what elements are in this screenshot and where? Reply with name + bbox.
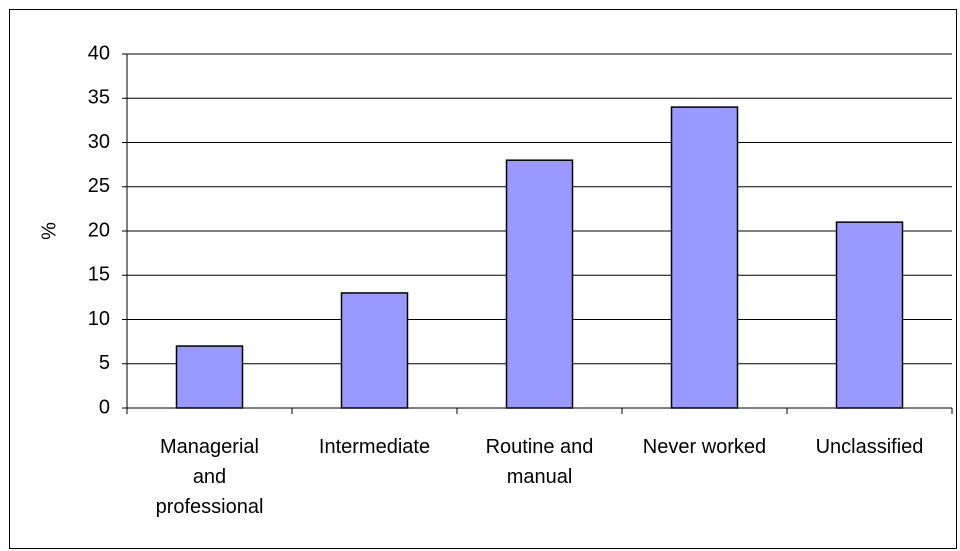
y-tick-label: 20 [88, 219, 110, 241]
y-axis-label: % [38, 222, 60, 240]
bar [835, 221, 904, 409]
bar [340, 292, 409, 409]
y-tick-label: 15 [88, 264, 110, 286]
y-tick-label: 10 [88, 308, 110, 330]
bar [505, 159, 574, 409]
y-tick-label: 40 [88, 42, 110, 64]
x-tick-label: Never worked [642, 436, 767, 458]
chart-frame [9, 9, 957, 549]
bar [670, 106, 739, 409]
y-tick-label: 30 [88, 131, 110, 153]
y-tick-label: 35 [88, 87, 110, 109]
y-tick-label: 0 [99, 396, 110, 418]
x-tick-label: Managerial and professional [155, 436, 264, 518]
x-tick-label: Routine and manual [485, 436, 594, 488]
y-tick-label: 5 [99, 352, 110, 374]
x-tick-label: Unclassified [815, 436, 924, 458]
x-tick-label: Intermediate [318, 436, 431, 458]
bar [175, 345, 244, 409]
y-tick-label: 25 [88, 175, 110, 197]
